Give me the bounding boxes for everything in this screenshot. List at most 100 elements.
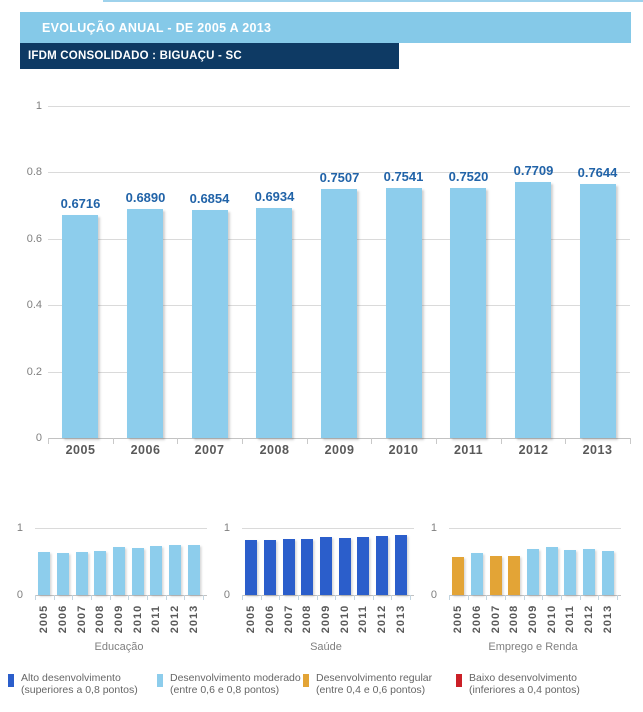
year-label: 2010	[388, 443, 419, 457]
axis-tick	[410, 595, 411, 600]
legend-label: Desenvolvimento moderado	[170, 672, 301, 684]
y-axis-tick-label: 0	[35, 432, 42, 444]
legend-item: Alto desenvolvimento (superiores a 0,8 po…	[8, 672, 138, 696]
bar	[471, 553, 483, 595]
bar	[580, 184, 616, 438]
chart-title: Educação	[94, 641, 144, 653]
axis-tick	[166, 595, 167, 600]
bar	[62, 215, 98, 438]
axis-tick	[91, 595, 92, 600]
bar	[283, 539, 295, 595]
year-label: 2013	[582, 443, 613, 457]
axis-tick	[524, 595, 525, 600]
bar-value-label: 0.7507	[319, 170, 360, 185]
axis-tick	[128, 595, 129, 600]
axis-tick	[436, 438, 437, 444]
bar	[564, 550, 576, 595]
bar	[76, 552, 88, 595]
axis-tick	[113, 438, 114, 444]
legend-range-label: (inferiores a 0,4 pontos)	[469, 684, 580, 696]
gridline	[242, 528, 414, 529]
axis-tick	[261, 595, 262, 600]
bar	[301, 539, 313, 595]
bar	[376, 536, 388, 595]
axis-tick	[486, 595, 487, 600]
axis-tick	[617, 595, 618, 600]
bar	[452, 557, 464, 595]
bar-value-label: 0.6890	[125, 190, 166, 205]
axis-tick	[72, 595, 73, 600]
axis-tick	[203, 595, 204, 600]
year-label: 2007	[194, 443, 225, 457]
year-label: 2009	[324, 443, 355, 457]
bar	[256, 208, 292, 438]
y-axis-tick-label: 0.8	[26, 166, 42, 178]
chart-subtitle-bar: IFDM CONSOLIDADO : BIGUAÇU - SC	[20, 43, 399, 69]
bar	[192, 210, 228, 438]
bar	[188, 545, 200, 595]
axis-tick	[147, 595, 148, 600]
axis-tick	[184, 595, 185, 600]
bar	[339, 538, 351, 595]
bar	[245, 540, 257, 595]
bar	[583, 549, 595, 595]
bar	[357, 537, 369, 595]
axis-tick	[449, 595, 450, 600]
chart-subtitle: IFDM CONSOLIDADO : BIGUAÇU - SC	[28, 50, 242, 62]
y-axis-tick-label: 0	[430, 589, 437, 601]
report-title: EVOLUÇÃO ANUAL - DE 2005 A 2013	[42, 20, 272, 35]
axis-tick	[298, 595, 299, 600]
y-axis-tick-label: 0	[223, 589, 230, 601]
gridline	[48, 172, 630, 173]
bar	[386, 188, 422, 438]
y-axis-tick-label: 0.2	[26, 366, 42, 378]
bar-value-label: 0.7709	[513, 163, 554, 178]
x-axis-line	[449, 595, 621, 596]
axis-tick	[371, 438, 372, 444]
axis-tick	[307, 438, 308, 444]
axis-tick	[373, 595, 374, 600]
x-axis-line	[242, 595, 414, 596]
legend-color-marker	[157, 674, 163, 687]
bar	[527, 549, 539, 595]
axis-tick	[48, 438, 49, 444]
top-accent-line	[103, 0, 643, 2]
axis-tick	[391, 595, 392, 600]
axis-tick	[54, 595, 55, 600]
bar	[546, 547, 558, 595]
legend-label: Baixo desenvolvimento	[469, 672, 577, 684]
axis-tick	[335, 595, 336, 600]
legend-item: Desenvolvimento moderado (entre 0,6 e 0,8…	[157, 672, 301, 696]
y-axis-tick-label: 0	[16, 589, 23, 601]
y-axis-tick-label: 1	[35, 100, 42, 112]
bar	[490, 556, 502, 595]
legend-range-label: (entre 0,6 e 0,8 pontos)	[170, 684, 280, 696]
year-label: 2008	[259, 443, 290, 457]
axis-tick	[242, 438, 243, 444]
bar	[94, 551, 106, 595]
axis-tick	[561, 595, 562, 600]
bar	[508, 556, 520, 595]
gridline	[35, 528, 207, 529]
bar	[320, 537, 332, 595]
axis-tick	[354, 595, 355, 600]
chart-title: Emprego e Renda	[488, 641, 578, 653]
bar	[38, 552, 50, 595]
axis-tick	[565, 438, 566, 444]
legend-range-label: (superiores a 0,8 pontos)	[21, 684, 138, 696]
bar	[515, 182, 551, 438]
legend-label: Alto desenvolvimento	[21, 672, 121, 684]
legend-item: Baixo desenvolvimento (inferiores a 0,4 p…	[456, 672, 580, 696]
axis-tick	[317, 595, 318, 600]
gridline	[48, 106, 630, 107]
x-axis-line	[48, 438, 630, 439]
y-axis-tick-label: 1	[16, 522, 23, 534]
legend-range-label: (entre 0,4 e 0,6 pontos)	[316, 684, 426, 696]
legend-item: Desenvolvimento regular (entre 0,4 e 0,6 …	[303, 672, 432, 696]
chart-title: Saúde	[310, 641, 342, 653]
y-axis-tick-label: 1	[430, 522, 437, 534]
